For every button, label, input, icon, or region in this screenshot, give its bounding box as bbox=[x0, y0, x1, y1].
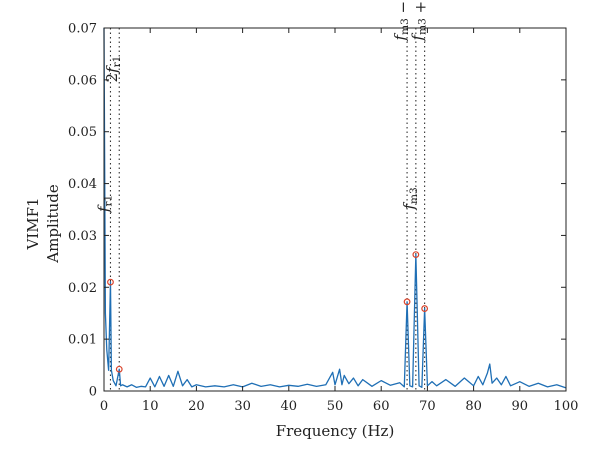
x-tick-label: 80 bbox=[465, 399, 482, 414]
y-axis-label: VIMF1 Amplitude bbox=[24, 184, 62, 264]
y-tick-label: 0.03 bbox=[68, 229, 97, 244]
x-tick-label: 20 bbox=[188, 399, 205, 414]
x-tick-label: 30 bbox=[234, 399, 251, 414]
peak-marker bbox=[403, 298, 411, 306]
y-tick-label: 0 bbox=[89, 385, 97, 400]
y-tick-label: 0.04 bbox=[68, 177, 97, 192]
peak-marker bbox=[412, 251, 420, 259]
peak-markers bbox=[107, 251, 429, 373]
series-group bbox=[103, 27, 567, 389]
x-tick-label: 90 bbox=[512, 399, 529, 414]
x-tick-label: 0 bbox=[100, 399, 108, 414]
x-tick-label: 60 bbox=[373, 399, 390, 414]
x-axis-ticks: 0 10 20 30 40 50 60 70 80 90 100 bbox=[100, 28, 579, 414]
annotation-fm3: fm3 bbox=[400, 187, 420, 210]
spectrum-line bbox=[103, 27, 567, 389]
y-axis-label-line: Amplitude bbox=[44, 184, 62, 264]
x-tick-label: 100 bbox=[554, 399, 579, 414]
x-tick-label: 50 bbox=[327, 399, 344, 414]
annotation-fm3-plus-fr1: fm3 + fr1 bbox=[409, 0, 432, 41]
annotation-fm3-minus-fr1: fm3 − fr1 bbox=[391, 0, 414, 41]
peak-marker bbox=[115, 365, 123, 373]
x-tick-label: 10 bbox=[142, 399, 159, 414]
peak-marker bbox=[107, 278, 114, 286]
x-axis-label: Frequency (Hz) bbox=[276, 422, 395, 440]
x-tick-label: 70 bbox=[419, 399, 436, 414]
y-tick-label: 0.02 bbox=[68, 281, 97, 296]
annotation-2fr1: 2fr1 bbox=[103, 56, 123, 83]
y-tick-label: 0.01 bbox=[68, 333, 97, 348]
reference-lines bbox=[109, 28, 426, 391]
annotation-fr1: fr1 bbox=[94, 195, 114, 213]
y-axis-label-line: VIMF1 bbox=[24, 197, 42, 250]
x-tick-label: 40 bbox=[281, 399, 298, 414]
peak-marker bbox=[421, 305, 429, 312]
y-tick-label: 0.07 bbox=[68, 22, 97, 37]
y-axis-ticks: 0 0.01 0.02 0.03 0.04 0.05 0.06 0.07 bbox=[68, 22, 566, 400]
y-tick-label: 0.05 bbox=[68, 125, 97, 140]
plot-frame bbox=[103, 27, 567, 392]
y-tick-label: 0.06 bbox=[68, 73, 97, 88]
